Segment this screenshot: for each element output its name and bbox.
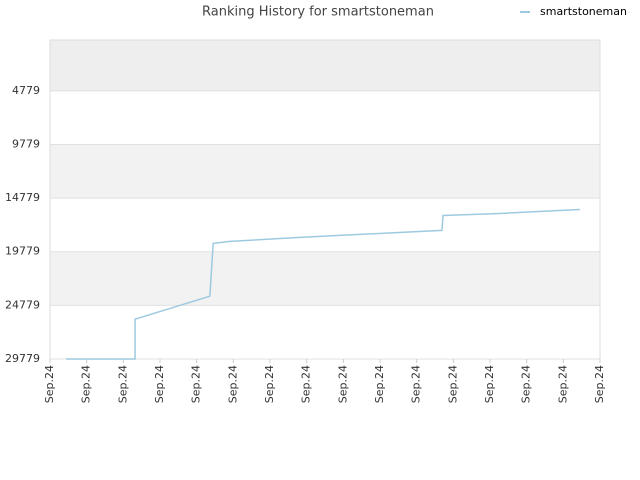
x-tick-label: Sep.24 <box>263 365 276 403</box>
band <box>50 144 600 199</box>
x-tick-label: Sep.24 <box>190 365 203 403</box>
band <box>50 40 600 91</box>
y-tick-label: 4779 <box>12 84 40 97</box>
band <box>50 198 600 252</box>
x-tick-label: Sep.24 <box>410 365 423 403</box>
x-tick-label: Sep.24 <box>373 365 386 403</box>
legend-label: smartstoneman <box>540 5 627 18</box>
band <box>50 305 600 359</box>
x-tick-label: Sep.24 <box>80 365 93 403</box>
chart-title: Ranking History for smartstoneman <box>202 5 434 20</box>
x-tick-label: Sep.24 <box>300 365 313 403</box>
x-tick-label: Sep.24 <box>446 365 459 403</box>
y-tick-label: 14779 <box>5 191 40 204</box>
y-tick-label: 19779 <box>5 245 40 258</box>
y-tick-label: 29779 <box>5 352 40 365</box>
x-tick-label: Sep.24 <box>336 365 349 403</box>
band <box>50 90 600 145</box>
x-tick-label: Sep.24 <box>593 365 606 403</box>
x-tick-label: Sep.24 <box>520 365 533 403</box>
x-tick-label: Sep.24 <box>43 365 56 403</box>
x-tick-label: Sep.24 <box>556 365 569 403</box>
x-tick-label: Sep.24 <box>116 365 129 403</box>
y-tick-label: 24779 <box>5 298 40 311</box>
x-tick-label: Sep.24 <box>483 365 496 403</box>
y-tick-label: 9779 <box>12 137 40 150</box>
x-tick-label: Sep.24 <box>153 365 166 403</box>
series-line <box>66 208 580 360</box>
band <box>50 251 600 306</box>
x-tick-label: Sep.24 <box>226 365 239 403</box>
